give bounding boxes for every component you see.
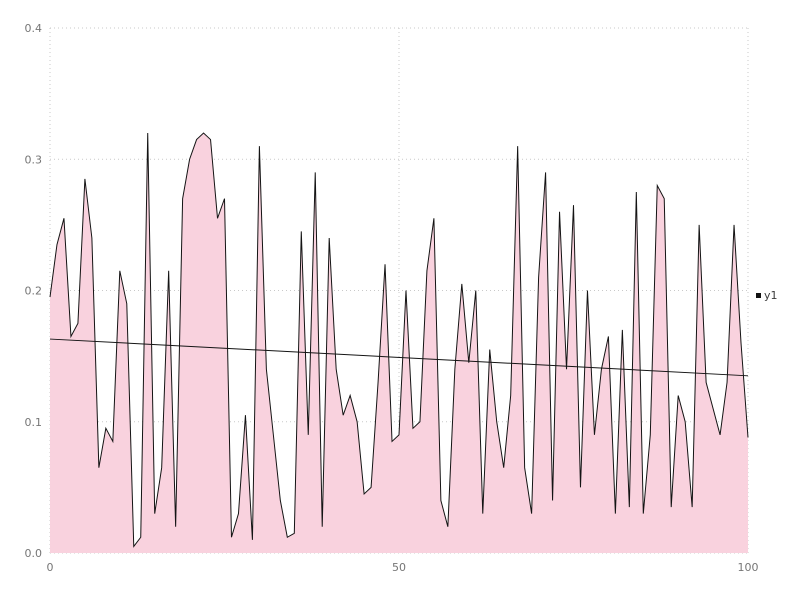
y-tick-label: 0.3: [25, 153, 43, 166]
y-tick-label: 0.2: [25, 285, 43, 298]
legend-label: y1: [764, 289, 778, 302]
series-line: [49, 132, 749, 548]
legend-marker-square: [756, 293, 761, 298]
legend: y1: [756, 290, 778, 301]
trend-line: [49, 338, 749, 377]
y-tick-label: 0.4: [25, 22, 43, 35]
x-tick-label: 50: [392, 561, 406, 574]
y-tick-label: 0.1: [25, 416, 43, 429]
x-tick-label: 0: [47, 561, 54, 574]
y-tick-label: 0.0: [25, 547, 43, 560]
area-fill: [50, 133, 748, 553]
x-tick-label: 100: [738, 561, 759, 574]
